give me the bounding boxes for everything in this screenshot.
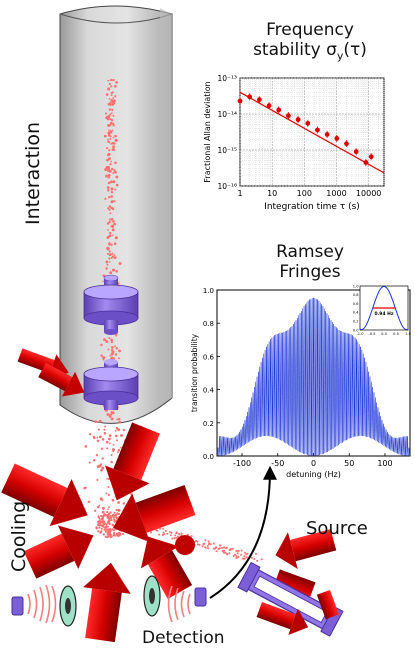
detection-waves-left <box>27 584 57 624</box>
ramsey-inset-ytick-label: 0.2 <box>353 320 359 324</box>
ramsey-xtick-label: 50 <box>344 459 354 468</box>
allan-data-point <box>315 127 320 133</box>
allan-data-point <box>276 107 282 113</box>
interaction-label: Interaction <box>22 121 44 225</box>
detection-optics <box>11 575 207 627</box>
allan-data-point <box>295 117 301 122</box>
ramsey-title-line2: Fringes <box>279 262 341 282</box>
ramsey-title-line1: Ramsey <box>276 242 344 262</box>
allan-xtick-label: 10 <box>267 189 277 198</box>
frequency-stability-title: Frequency stability σy(τ) <box>235 20 385 66</box>
allan-xtick-label: 1000 <box>326 189 346 198</box>
allan-ytick-label: 10⁻¹⁴ <box>217 110 237 119</box>
ramsey-ytick-label: 1.0 <box>203 287 214 295</box>
freq-title-line2: stability σy(τ) <box>235 40 385 66</box>
ramsey-title: Ramsey Fringes <box>250 242 370 282</box>
ramsey-xtick-label: 0 <box>311 459 316 468</box>
allan-ylabel: Fractional Allan deviation <box>203 81 212 182</box>
allan-data-point <box>344 141 349 147</box>
ramsey-inset-ytick-label: 0.0 <box>353 328 359 332</box>
allan-data-point <box>256 97 262 103</box>
allan-data-point <box>334 136 340 141</box>
allan-data-point <box>266 103 272 109</box>
ramsey-fringes-chart: -100 -50 0 50 100 0.0 0.2 0.4 0.6 0.8 1.0 detuning … <box>190 284 412 479</box>
source-label: Source <box>306 518 368 539</box>
ramsey-ytick-label: 0.0 <box>203 453 214 461</box>
allan-data-point <box>286 113 291 119</box>
allan-ytick-label: 10⁻¹³ <box>217 74 237 83</box>
ramsey-inset-annotation: 0.94 Hz <box>374 311 393 317</box>
microwave-cavity-upper <box>83 274 139 335</box>
allan-ytick-label: 10⁻¹⁵ <box>217 146 237 155</box>
cooling-label: Cooling <box>8 500 30 572</box>
allan-ytick-label: 10⁻¹⁶ <box>217 182 237 191</box>
freq-title-sub: y <box>336 49 344 63</box>
allan-data-point <box>363 160 369 165</box>
allan-data-point <box>247 94 253 100</box>
ramsey-ytick-label: 0.2 <box>203 420 214 428</box>
atom-source <box>237 529 344 637</box>
ramsey-inset-ytick-label: 1.0 <box>353 284 359 288</box>
freq-title-tau: (τ) <box>343 40 367 60</box>
ramsey-ytick-label: 0.8 <box>203 320 214 328</box>
detection-label: Detection <box>142 628 225 648</box>
ramsey-inset-xtick-label: -0.5 <box>368 332 375 336</box>
allan-xlabel: Integration time τ (s) <box>264 202 360 212</box>
freq-title-sigma: stability σ <box>253 40 337 60</box>
allan-xtick-label: 100 <box>297 189 312 198</box>
ramsey-ytick-label: 0.4 <box>203 387 215 395</box>
ramsey-fringe-curve <box>216 297 411 457</box>
allan-data-point <box>324 132 330 137</box>
ramsey-xtick-label: -50 <box>271 459 284 468</box>
ramsey-xlabel: detuning (Hz) <box>286 470 341 479</box>
ramsey-inset-xtick-label: 0.5 <box>393 332 399 336</box>
allan-deviation-chart: 1 10 100 1000 10000 10⁻¹³ 10⁻¹⁴ 10⁻¹⁵ 10⁻¹⁶ Integ… <box>203 74 385 212</box>
ramsey-inset-xtick-label: 1.0 <box>405 332 411 336</box>
ramsey-inset-ytick-label: 0.8 <box>353 293 359 297</box>
detection-waves-right <box>167 585 191 623</box>
allan-data-point <box>353 149 359 155</box>
allan-data-point <box>237 98 243 104</box>
ramsey-inset-xtick-label: -1.0 <box>356 332 364 336</box>
cooling-lasers <box>1 348 196 643</box>
flow-arrow <box>209 465 277 599</box>
ramsey-inset-ytick-label: 0.6 <box>353 302 359 306</box>
ramsey-ytick-label: 0.6 <box>203 353 215 361</box>
allan-xtick-label: 10000 <box>356 189 381 198</box>
allan-data-point <box>368 154 374 160</box>
freq-title-line1: Frequency <box>266 20 354 40</box>
ramsey-xtick-label: -100 <box>233 459 251 468</box>
ramsey-inset-curve <box>359 285 409 331</box>
allan-data-point <box>305 120 311 126</box>
microwave-cavity-lower <box>83 359 139 410</box>
ramsey-xtick-label: 100 <box>377 459 392 468</box>
ramsey-ylabel: transition probability <box>190 333 199 412</box>
ramsey-inset-ytick-label: 0.4 <box>353 311 359 315</box>
allan-xtick-label: 1 <box>237 189 242 198</box>
ramsey-inset-xtick-label: 0.0 <box>381 332 387 336</box>
allan-fit-line <box>239 91 385 174</box>
